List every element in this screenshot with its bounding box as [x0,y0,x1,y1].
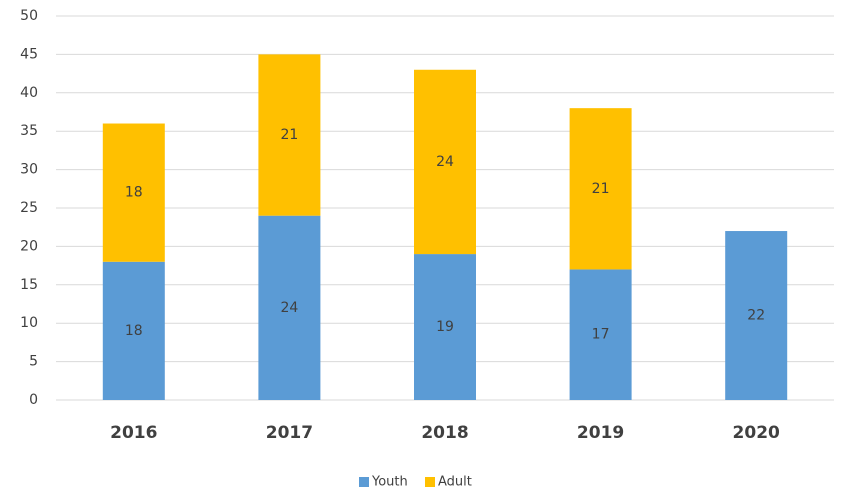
data-label: 24 [280,300,298,316]
y-tick-label: 0 [29,392,38,408]
data-label: 24 [436,154,454,170]
bar-segment [258,54,321,216]
legend-swatch [359,477,369,487]
legend-label: Adult [438,475,472,490]
x-tick-label: 2017 [266,423,313,443]
y-tick-label: 40 [20,85,38,101]
bar-segment [102,123,165,262]
y-tick-label: 45 [20,46,38,62]
data-label: 18 [125,323,143,339]
x-tick-label: 2019 [577,423,624,443]
legend-swatch [425,477,435,487]
bar-segment [414,69,476,255]
data-label: 19 [436,319,454,335]
y-tick-label: 30 [20,162,38,178]
data-label: 21 [280,127,298,143]
y-tick-label: 25 [20,200,38,216]
x-tick-label: 2020 [733,423,780,443]
data-label: 17 [592,327,610,343]
data-label: 22 [747,308,765,324]
y-tick-label: 15 [20,277,38,293]
bar-segment [102,261,165,400]
y-tick-label: 5 [29,354,38,370]
bar-segment [569,269,632,400]
data-label: 18 [125,185,143,201]
y-tick-label: 10 [20,315,38,331]
bar-segment [569,108,632,270]
bar-segment [725,231,788,400]
bar-segment [258,215,321,400]
y-tick-label: 20 [20,238,38,254]
y-tick-label: 50 [20,8,38,24]
x-tick-label: 2018 [421,423,468,443]
data-label: 21 [592,181,610,197]
bar-segment [414,254,476,400]
legend-label: Youth [371,475,408,490]
y-tick-label: 35 [20,123,38,139]
x-tick-label: 2016 [110,423,157,443]
